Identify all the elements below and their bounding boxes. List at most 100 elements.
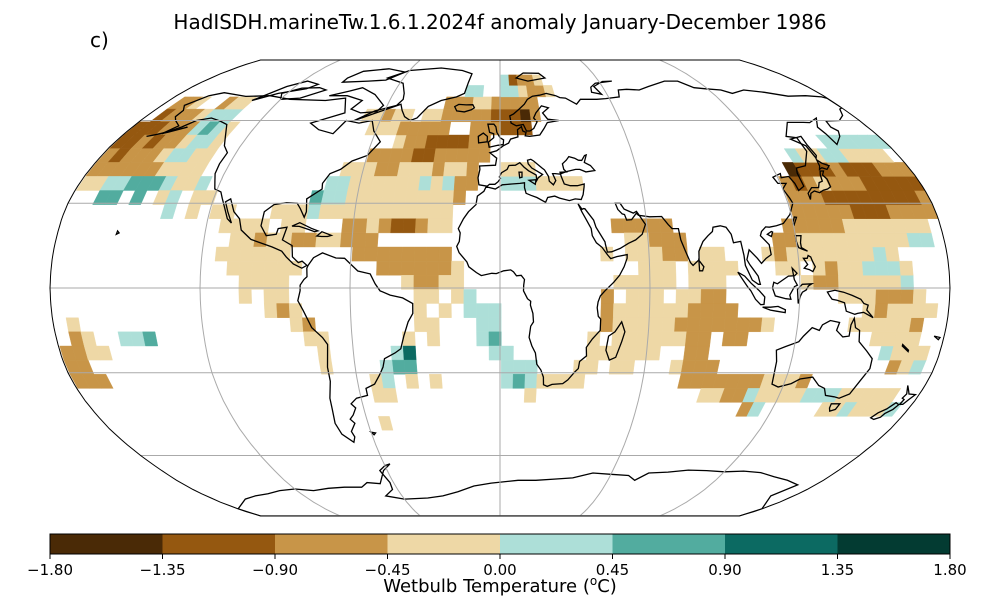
coastline	[291, 221, 321, 233]
colorbar-label-unit: C)	[597, 576, 617, 597]
colorbar-bin	[500, 534, 613, 554]
colorbar-label: Wetbulb Temperature (oC)	[0, 574, 1000, 597]
colorbar-tick-label: 0.45	[596, 561, 629, 579]
colorbar-tick-label: 0.00	[483, 561, 516, 579]
anomaly-cell	[383, 388, 399, 403]
colorbar-tick-label: 1.35	[821, 561, 854, 579]
coastline	[315, 230, 334, 238]
anomaly-cell	[746, 402, 766, 417]
colorbar-bin	[50, 534, 163, 554]
coastline	[766, 230, 774, 238]
coastline	[901, 343, 910, 353]
anomaly-cell	[405, 374, 420, 389]
colorbar-bin	[837, 534, 950, 554]
anomaly-cell	[104, 190, 124, 205]
coastline	[354, 67, 473, 122]
colorbar-bin	[162, 534, 275, 554]
meridian-line	[579, 60, 651, 516]
anomaly-cell	[523, 388, 537, 403]
coastline	[815, 158, 831, 171]
coastline	[826, 289, 874, 319]
anomaly-cell	[426, 331, 441, 347]
colorbar-tick-label: −0.90	[252, 561, 298, 579]
anomaly-cell	[584, 359, 599, 375]
anomaly-cell	[437, 121, 452, 136]
coastline	[898, 385, 918, 406]
colorbar-bin	[725, 534, 838, 554]
coastline	[487, 123, 505, 148]
coastline	[455, 80, 844, 388]
anomaly-cell	[899, 260, 914, 276]
colorbar-tick-label: −1.35	[140, 561, 186, 579]
coastline	[514, 72, 547, 82]
anomaly-cell	[452, 190, 467, 205]
coastline	[115, 229, 121, 236]
coastline	[453, 103, 476, 113]
colorbar-tick-label: 0.90	[708, 561, 741, 579]
coastline	[518, 171, 523, 179]
anomaly-cell	[429, 374, 443, 389]
coastline	[828, 403, 842, 412]
anomaly-cell	[96, 345, 113, 361]
meridian-line	[659, 60, 801, 516]
anomaly-cell	[912, 289, 927, 304]
coastline	[340, 68, 408, 83]
colorbar-tick-label: −1.80	[27, 561, 73, 579]
coastline	[802, 254, 817, 273]
anomaly-cell	[473, 85, 485, 98]
colorbar-bin	[612, 534, 725, 554]
coastline	[237, 463, 800, 516]
colorbar-label-text: Wetbulb Temperature (	[383, 576, 590, 597]
colorbar-bin	[387, 534, 500, 554]
anomaly-cell	[620, 359, 636, 375]
coastline	[771, 316, 873, 399]
coastline	[807, 170, 832, 200]
coastlines	[115, 67, 942, 516]
gridlines	[50, 60, 950, 516]
anomaly-cell	[238, 289, 252, 304]
anomaly-cell	[478, 148, 491, 163]
coastline	[771, 266, 799, 301]
coastline	[788, 135, 817, 160]
anomaly-cell	[913, 345, 931, 361]
coastline	[933, 335, 942, 341]
coastline	[297, 252, 414, 444]
coastline	[869, 401, 900, 421]
meridian-line	[199, 60, 341, 516]
coastline	[590, 80, 612, 96]
anomaly-cell	[160, 204, 178, 219]
anomaly-cell	[646, 345, 661, 361]
anomaly-cell	[923, 303, 939, 318]
coastline	[527, 178, 537, 186]
coastline	[329, 87, 385, 114]
anomaly-cell	[184, 204, 202, 219]
coastline	[762, 305, 787, 314]
anomaly-cell	[233, 96, 258, 110]
panel-label: c)	[90, 28, 109, 52]
colorbar-tick-label: −0.45	[365, 561, 411, 579]
coastline	[605, 320, 626, 361]
anomaly-cell	[93, 374, 114, 389]
anomaly-cell	[760, 317, 776, 332]
colorbar-bin	[275, 534, 388, 554]
anomaly-cell	[734, 331, 749, 347]
anomaly-cell	[142, 331, 159, 347]
anomaly-cell	[438, 303, 452, 318]
anomaly-cell	[663, 275, 677, 290]
coastline	[477, 132, 489, 144]
coastline	[146, 126, 188, 138]
map-title: HadISDH.marineTw.1.6.1.2024f anomaly Jan…	[173, 10, 827, 34]
anomaly-cell	[426, 289, 440, 304]
colorbar-tick-label: 1.80	[933, 561, 966, 579]
meridian-line	[349, 60, 421, 516]
coastline	[698, 258, 705, 272]
anomaly-cell	[725, 260, 739, 276]
anomaly-cell	[128, 190, 148, 205]
coastline	[368, 431, 377, 436]
colorbar-label-sup: o	[589, 574, 598, 588]
anomaly-cell	[439, 218, 453, 234]
map-outline	[49, 59, 951, 517]
coastline	[161, 92, 382, 269]
